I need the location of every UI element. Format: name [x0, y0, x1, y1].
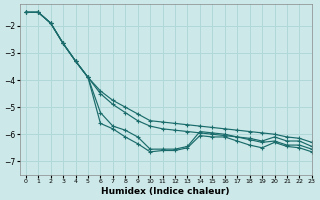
X-axis label: Humidex (Indice chaleur): Humidex (Indice chaleur) — [101, 187, 230, 196]
